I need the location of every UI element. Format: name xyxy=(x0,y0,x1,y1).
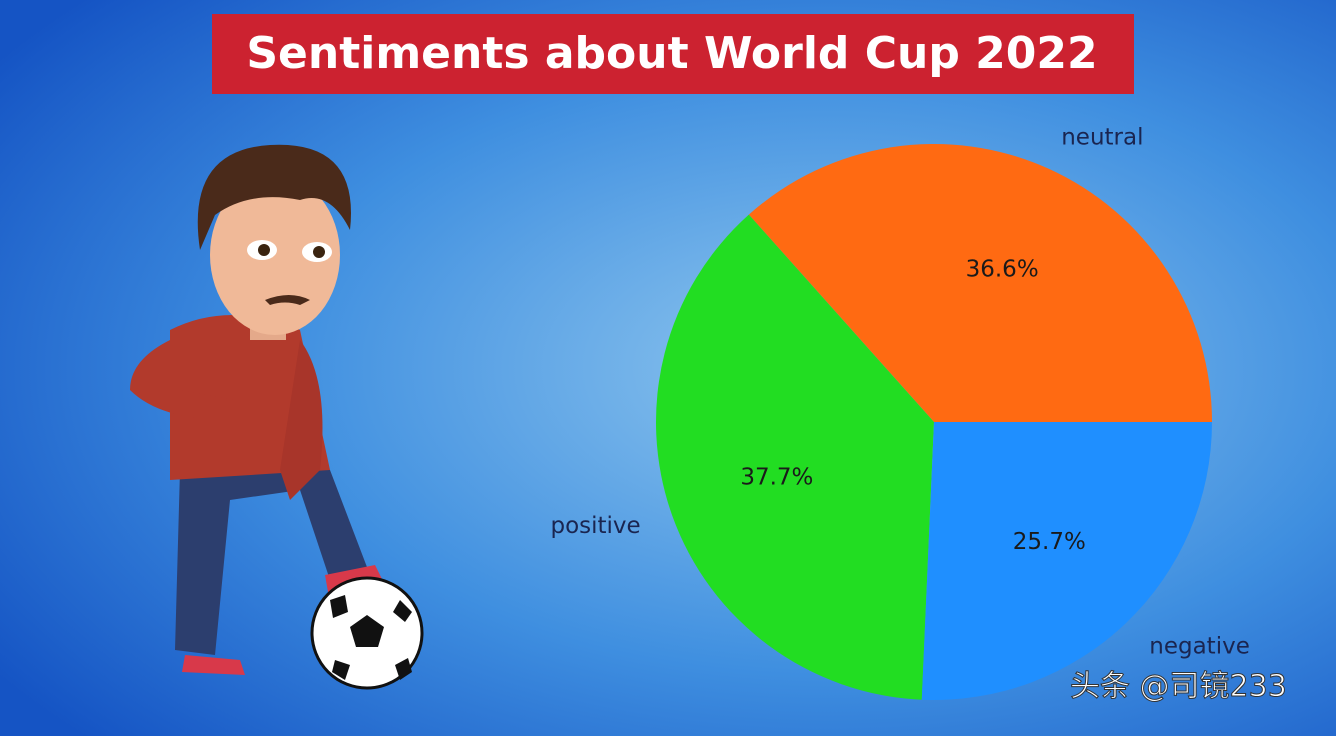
title-banner xyxy=(212,14,1134,94)
pie-slice xyxy=(748,144,1212,422)
cartoon-figure xyxy=(130,144,424,690)
slice-label: negative xyxy=(1149,633,1250,659)
value-label: 36.6% xyxy=(966,256,1039,282)
slice-label: neutral xyxy=(1061,124,1143,150)
value-label: 25.7% xyxy=(1013,529,1086,555)
watermark: 头条 @司镜233 xyxy=(1070,669,1287,704)
value-label: 37.7% xyxy=(740,465,813,491)
pie-slice xyxy=(921,422,1212,700)
chart-title: Sentiments about World Cup 2022 xyxy=(246,28,1097,79)
pie-slice xyxy=(655,214,934,700)
slice-label: positive xyxy=(550,513,640,539)
